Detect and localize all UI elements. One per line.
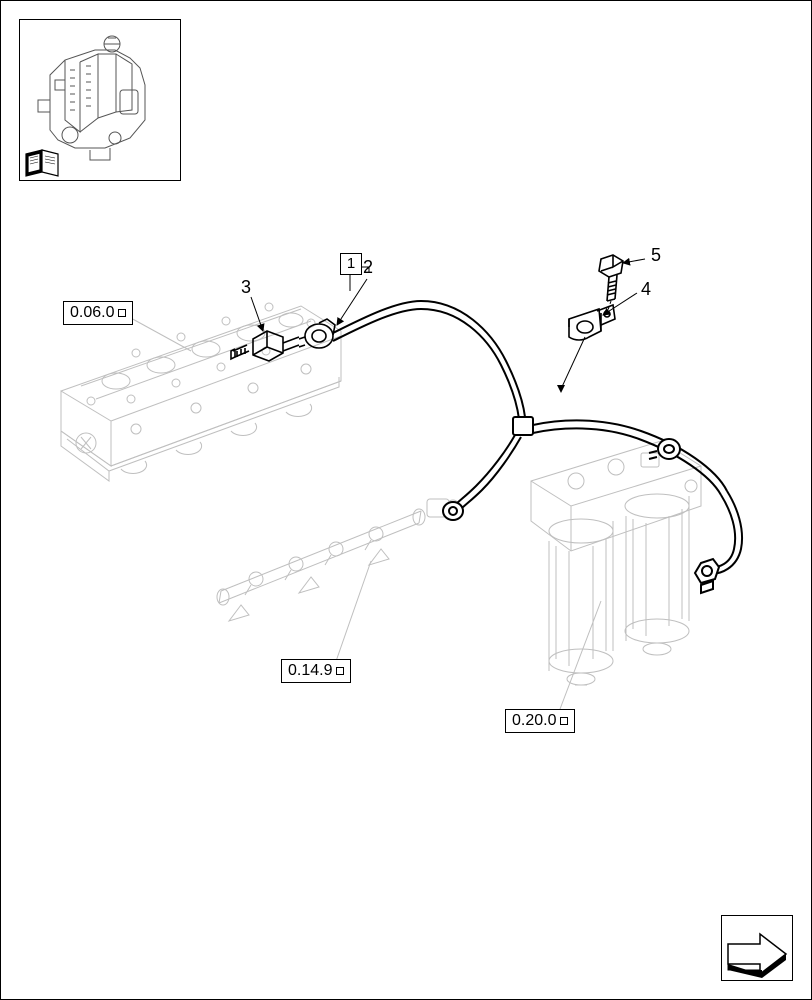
callout-4: 4 — [641, 279, 651, 300]
common-rail-context — [217, 499, 459, 621]
callout-1-boxed: 1 — [340, 253, 362, 275]
ref-dot-icon — [560, 717, 568, 725]
ref-label: 0.14.9 — [288, 662, 332, 680]
parts-diagram-page: 1 2 3 4 5 0.06.0 0.14.9 0.20.0 — [0, 0, 812, 1000]
pipe-end-plug — [695, 559, 719, 593]
part-clamp-4 — [569, 305, 615, 340]
ref-0.06.0[interactable]: 0.06.0 — [63, 301, 133, 325]
ref-label: 0.06.0 — [70, 304, 114, 322]
ref-dot-icon — [336, 667, 344, 675]
callout-2: 2 — [363, 257, 373, 278]
part-bolt-5 — [599, 255, 623, 301]
ref-0.14.9[interactable]: 0.14.9 — [281, 659, 351, 683]
next-page-icon[interactable] — [721, 915, 793, 981]
ref-label: 0.20.0 — [512, 712, 556, 730]
part-pipe-1 — [333, 301, 742, 593]
diagram-layer — [1, 1, 811, 999]
fuel-filter-context — [531, 441, 701, 685]
callout-5: 5 — [651, 245, 661, 266]
cylinder-head-context — [61, 303, 341, 481]
ref-0.20.0[interactable]: 0.20.0 — [505, 709, 575, 733]
callout-3: 3 — [241, 277, 251, 298]
ref-dot-icon — [118, 309, 126, 317]
